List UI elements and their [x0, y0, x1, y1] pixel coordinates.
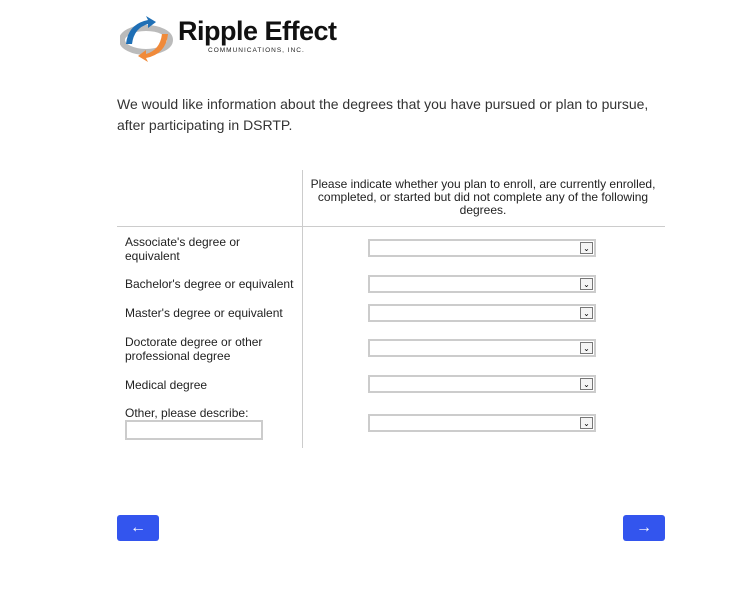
logo-swirl-icon — [120, 16, 173, 62]
other-describe-input[interactable] — [125, 420, 263, 440]
row-label-other: Other, please describe: — [125, 406, 249, 420]
chevron-down-icon[interactable]: ⌄ — [580, 417, 593, 429]
chevron-down-icon[interactable]: ⌄ — [580, 242, 593, 254]
back-button[interactable]: ← — [117, 515, 159, 541]
master-select[interactable]: ⌄ — [368, 304, 596, 322]
bachelor-select[interactable]: ⌄ — [368, 275, 596, 293]
header-divider — [117, 226, 665, 227]
next-button[interactable]: → — [623, 515, 665, 541]
chevron-down-icon[interactable]: ⌄ — [580, 307, 593, 319]
chevron-down-icon[interactable]: ⌄ — [580, 378, 593, 390]
question-text: We would like information about the degr… — [117, 96, 649, 133]
row-label-associate: Associate's degree or equivalent — [125, 235, 241, 263]
ripple-effect-logo: Ripple Effect COMMUNICATIONS, INC. — [120, 14, 337, 64]
row-label-bachelor: Bachelor's degree or equivalent — [125, 277, 294, 291]
column-divider — [302, 170, 303, 448]
logo-subtitle: COMMUNICATIONS, INC. — [208, 47, 305, 54]
other-select[interactable]: ⌄ — [368, 414, 596, 432]
doctorate-select[interactable]: ⌄ — [368, 339, 596, 357]
chevron-down-icon[interactable]: ⌄ — [580, 342, 593, 354]
chevron-down-icon[interactable]: ⌄ — [580, 278, 593, 290]
logo-title: Ripple Effect — [178, 16, 337, 46]
row-label-medical: Medical degree — [125, 378, 208, 392]
column-header: Please indicate whether you plan to enro… — [310, 177, 656, 217]
row-label-doctorate: Doctorate degree or other professional d… — [125, 335, 263, 363]
medical-select[interactable]: ⌄ — [368, 375, 596, 393]
associate-select[interactable]: ⌄ — [368, 239, 596, 257]
row-label-master: Master's degree or equivalent — [125, 306, 283, 320]
